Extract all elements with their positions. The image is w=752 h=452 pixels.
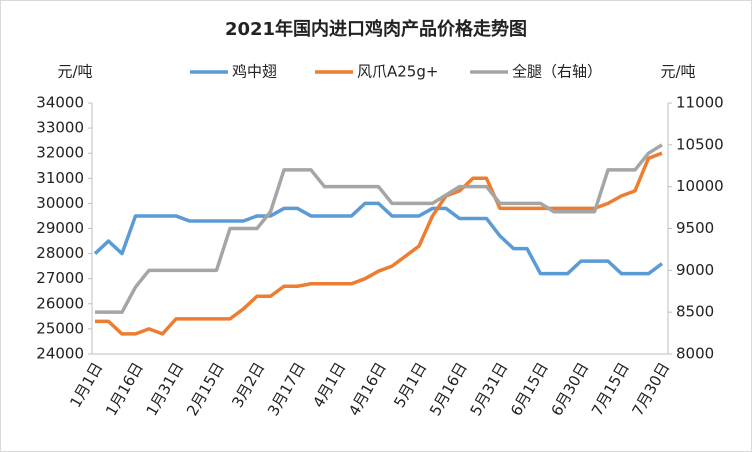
series-line xyxy=(95,151,663,336)
chart-title: 2021年国内进口鸡肉产品价格走势图 xyxy=(225,18,527,40)
y-axis-label: 元/吨 xyxy=(57,63,92,81)
y2-tick-label: 10500 xyxy=(676,135,724,153)
y-tick-label: 34000 xyxy=(36,94,84,112)
y2-tick-label: 11000 xyxy=(676,94,724,112)
y-tick-label: 31000 xyxy=(36,169,84,187)
y-tick-label: 28000 xyxy=(36,244,84,262)
y2-tick-label: 8000 xyxy=(676,345,714,363)
y-tick-label: 25000 xyxy=(36,319,84,337)
series-line xyxy=(95,143,663,314)
y2-tick-label: 9000 xyxy=(676,261,714,279)
legend-label: 全腿（右轴） xyxy=(512,63,602,81)
legend-label: 鸡中翅 xyxy=(232,63,277,81)
y2-tick-label: 9500 xyxy=(676,219,714,237)
y-tick-label: 29000 xyxy=(36,219,84,237)
series-line xyxy=(93,201,664,276)
y-tick-label: 33000 xyxy=(36,119,84,137)
y-tick-label: 26000 xyxy=(36,294,84,312)
y-tick-label: 24000 xyxy=(36,345,84,363)
y-tick-label: 32000 xyxy=(36,144,84,162)
y-tick-label: 27000 xyxy=(36,269,84,287)
legend-label: 风爪A25g+ xyxy=(357,63,438,81)
y-tick-label: 30000 xyxy=(36,194,84,212)
y2-tick-label: 8500 xyxy=(676,303,714,321)
y2-tick-label: 10000 xyxy=(676,177,724,195)
y2-axis-label: 元/吨 xyxy=(660,63,695,81)
